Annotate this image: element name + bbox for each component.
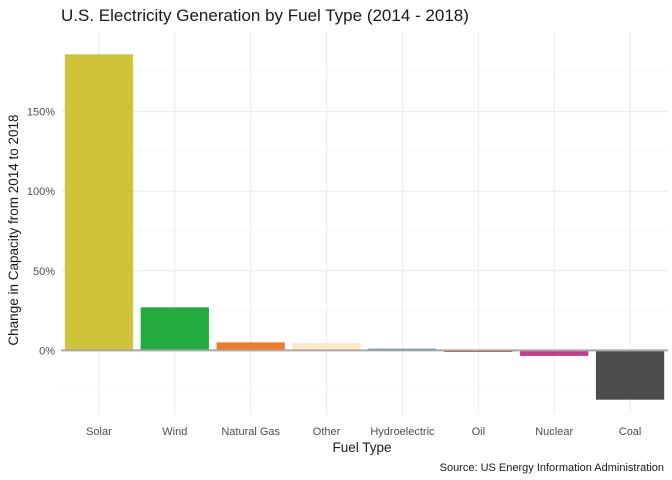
x-tick-label: Solar [86,426,112,438]
y-axis-title: Change in Capacity from 2014 to 2018 [6,114,21,345]
x-tick-label: Oil [472,426,485,438]
x-tick-label: Wind [162,426,187,438]
bar-solar [64,54,134,351]
x-axis-title: Fuel Type [332,440,391,455]
chart-title: U.S. Electricity Generation by Fuel Type… [61,6,469,25]
bar-wind [140,307,209,351]
x-tick-label: Other [313,426,341,438]
grid [61,32,668,414]
x-tick-label: Natural Gas [221,426,280,438]
bar-nuclear [520,350,589,356]
y-tick-label: 100% [27,186,55,198]
y-axis-ticks: 0% 50% 100% 150% [27,107,55,358]
x-tick-label: Coal [619,426,642,438]
x-axis-ticks: Solar Wind Natural Gas Other Hydroelectric Oi… [86,426,641,438]
y-tick-label: 50% [33,266,55,278]
bar-coal [595,350,665,400]
bar-other [292,343,361,351]
source-caption: Source: US Energy Information Administra… [440,462,664,474]
x-tick-label: Nuclear [535,426,573,438]
y-tick-label: 0% [39,345,55,357]
y-tick-label: 150% [27,107,55,119]
bars [64,54,665,400]
x-tick-label: Hydroelectric [370,426,435,438]
bar-natural-gas [216,342,285,351]
